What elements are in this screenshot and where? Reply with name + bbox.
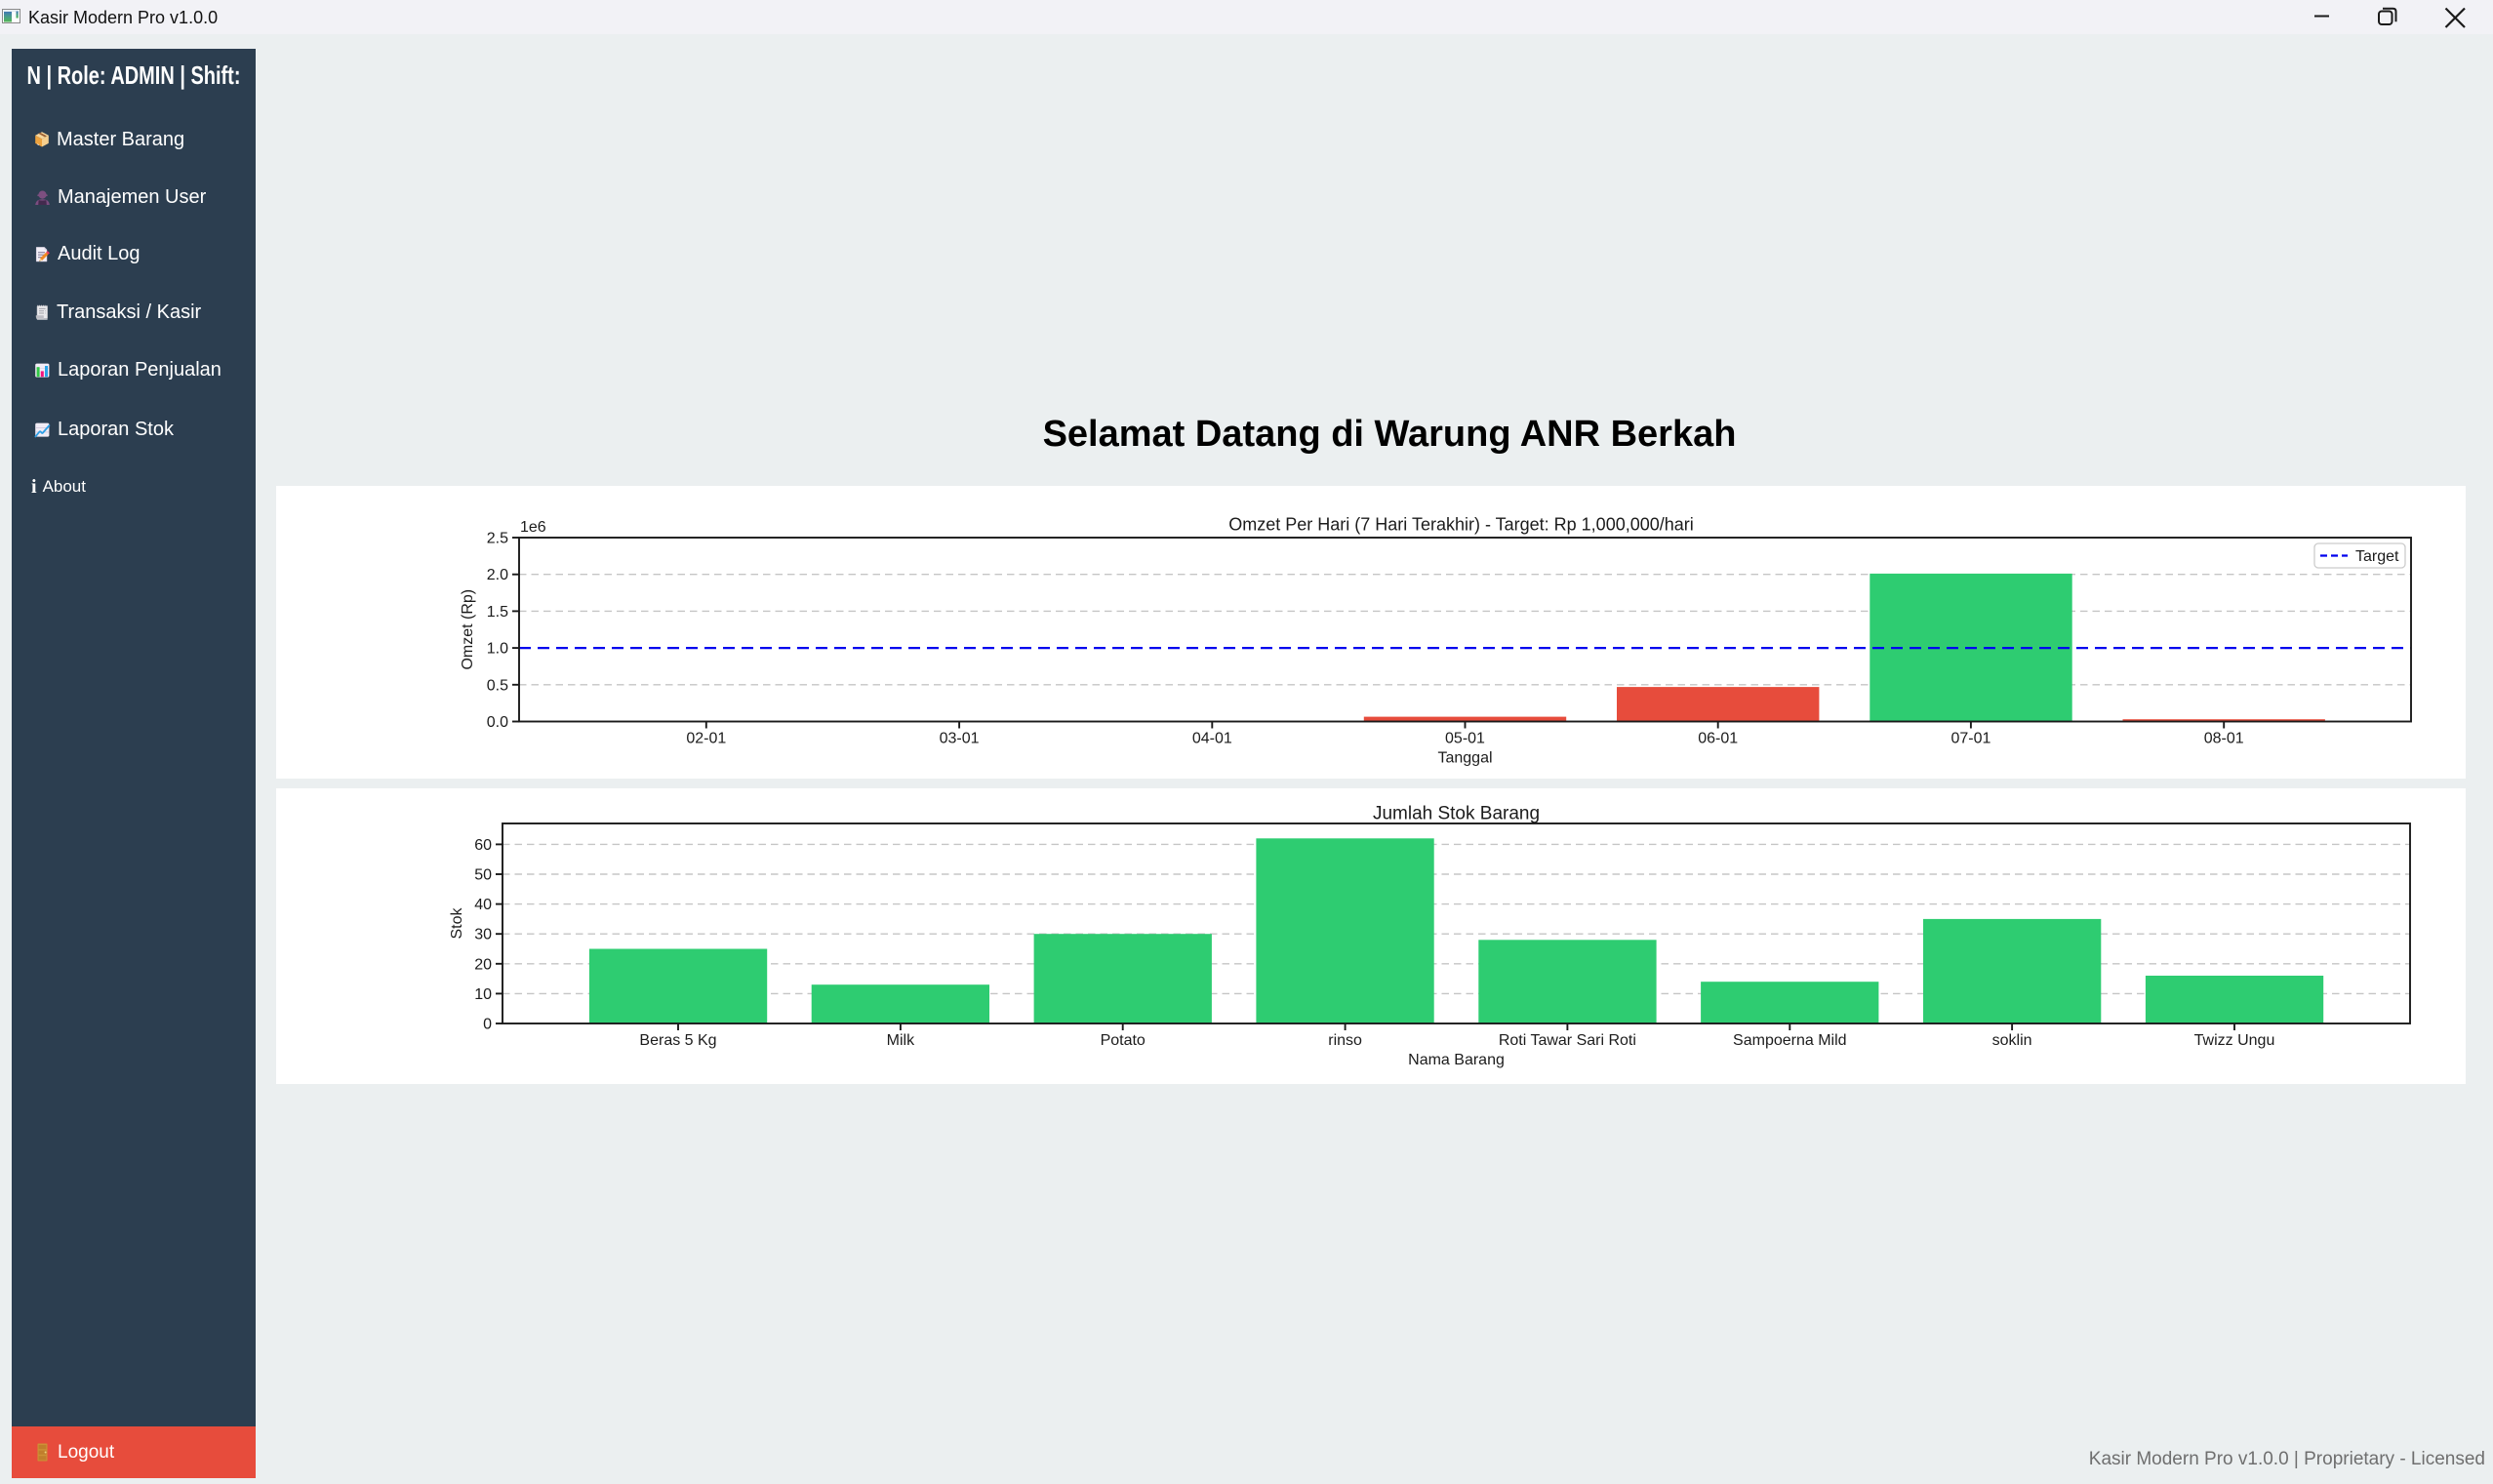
svg-text:Nama Barang: Nama Barang [1408, 1052, 1505, 1068]
svg-text:05-01: 05-01 [1445, 731, 1485, 747]
svg-text:60: 60 [474, 837, 492, 854]
svg-text:Omzet Per Hari (7 Hari Terakhi: Omzet Per Hari (7 Hari Terakhir) - Targe… [1228, 515, 1694, 535]
svg-text:Sampoerna Mild: Sampoerna Mild [1733, 1032, 1847, 1049]
svg-text:50: 50 [474, 867, 492, 884]
svg-text:0.5: 0.5 [487, 677, 508, 694]
svg-text:Potato: Potato [1101, 1032, 1146, 1049]
svg-text:07-01: 07-01 [1950, 731, 1990, 747]
svg-text:1e6: 1e6 [520, 519, 546, 536]
svg-text:Twizz Ungu: Twizz Ungu [2194, 1032, 2275, 1049]
svg-text:20: 20 [474, 956, 492, 973]
svg-text:Target: Target [2355, 548, 2399, 565]
svg-text:2.0: 2.0 [487, 567, 508, 583]
svg-text:04-01: 04-01 [1192, 731, 1232, 747]
svg-text:rinso: rinso [1328, 1032, 1362, 1049]
svg-text:02-01: 02-01 [686, 731, 726, 747]
svg-text:Roti Tawar Sari Roti: Roti Tawar Sari Roti [1499, 1032, 1636, 1049]
svg-text:Stok: Stok [449, 906, 465, 939]
svg-text:08-01: 08-01 [2204, 731, 2244, 747]
svg-text:Tanggal: Tanggal [1437, 750, 1492, 767]
svg-text:Jumlah Stok Barang: Jumlah Stok Barang [1373, 804, 1540, 824]
svg-text:30: 30 [474, 927, 492, 943]
svg-text:03-01: 03-01 [940, 731, 980, 747]
svg-text:2.5: 2.5 [487, 531, 508, 547]
svg-text:Milk: Milk [887, 1032, 915, 1049]
svg-text:0.0: 0.0 [487, 714, 508, 731]
svg-text:10: 10 [474, 986, 492, 1003]
svg-text:Beras 5 Kg: Beras 5 Kg [639, 1032, 716, 1049]
svg-text:06-01: 06-01 [1698, 731, 1738, 747]
svg-text:soklin: soklin [1992, 1032, 2032, 1049]
svg-text:0: 0 [483, 1017, 492, 1033]
svg-text:1.5: 1.5 [487, 604, 508, 621]
svg-text:Omzet (Rp): Omzet (Rp) [460, 589, 476, 670]
svg-text:40: 40 [474, 897, 492, 913]
svg-text:1.0: 1.0 [487, 641, 508, 658]
